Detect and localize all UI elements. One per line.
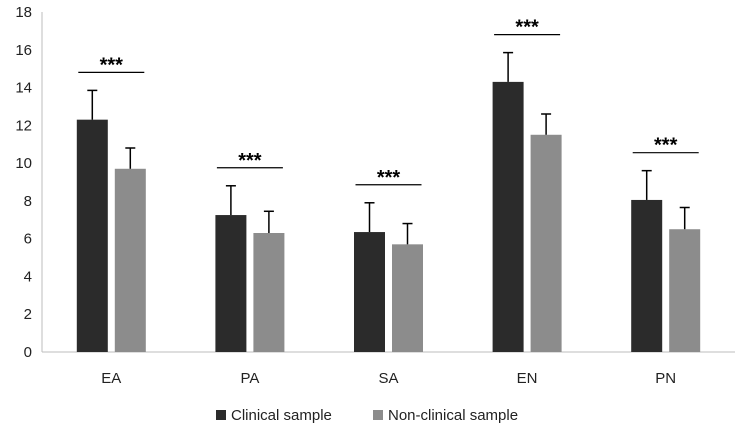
bar-ea-clinical — [76, 119, 108, 353]
y-tick-label: 12 — [15, 117, 32, 134]
y-tick-label: 6 — [24, 231, 32, 248]
x-tick-label: SA — [378, 370, 398, 387]
y-axis: 0 2 4 6 8 10 12 14 16 18 — [15, 4, 43, 361]
y-tick-label: 4 — [24, 268, 32, 285]
bar-en-non-clinical — [530, 134, 562, 352]
significance-label: *** — [515, 17, 539, 39]
bars — [76, 81, 701, 353]
bar-sa-clinical — [354, 232, 385, 352]
bar-pn-clinical — [631, 199, 663, 352]
bar-pn-non-clinical — [669, 229, 701, 352]
bar-en-clinical — [492, 81, 524, 352]
y-tick-label: 10 — [15, 155, 32, 172]
x-tick-label: EA — [101, 370, 121, 387]
y-tick-label: 18 — [15, 4, 32, 21]
error-bars — [87, 51, 690, 245]
bar-pa-non-clinical — [253, 233, 285, 352]
legend-swatch — [216, 410, 226, 420]
significance-label: *** — [654, 135, 678, 157]
legend-label: Non-clinical sample — [388, 407, 518, 424]
legend: Clinical sample Non-clinical sample — [216, 407, 518, 424]
significance-label: *** — [238, 150, 262, 172]
y-tick-label: 0 — [24, 344, 32, 361]
y-tick-label: 8 — [24, 193, 32, 210]
x-tick-label: PA — [240, 370, 259, 387]
significance-annotations: *** *** *** *** *** — [78, 17, 699, 189]
x-tick-label: PN — [655, 370, 676, 387]
significance-label: *** — [377, 167, 401, 189]
legend-label: Clinical sample — [231, 407, 332, 424]
y-tick-label: 2 — [24, 306, 32, 323]
y-tick-label: 14 — [15, 80, 32, 97]
bar-sa-non-clinical — [392, 244, 423, 352]
y-tick-label: 16 — [15, 42, 32, 59]
x-axis: EA PA SA EN PN — [42, 351, 735, 387]
legend-swatch — [373, 410, 383, 420]
significance-label: *** — [100, 54, 124, 76]
bar-pa-clinical — [215, 215, 247, 352]
x-tick-label: EN — [517, 370, 538, 387]
bar-ea-non-clinical — [114, 168, 146, 352]
